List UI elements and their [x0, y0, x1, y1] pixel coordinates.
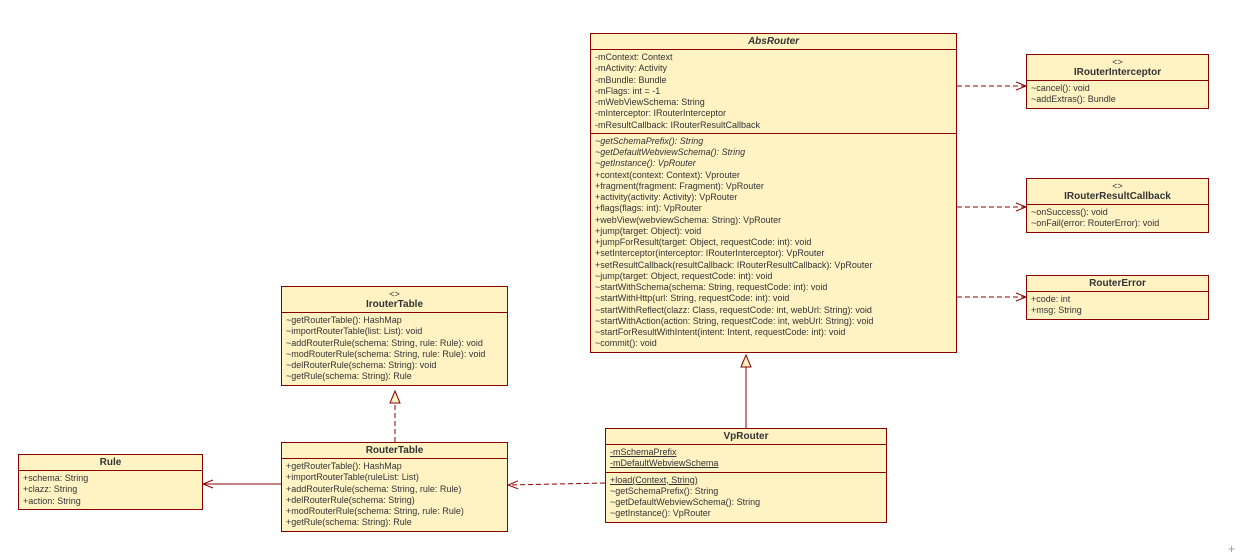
attribute-row: -mContext: Context [595, 52, 952, 63]
operation-row: ~modRouterRule(schema: String, rule: Rul… [286, 349, 503, 360]
attribute-row: +schema: String [23, 473, 198, 484]
class-title: RouterError [1031, 278, 1204, 289]
operation-row: ~commit(): void [595, 338, 952, 349]
class-title: IrouterTable [286, 299, 503, 310]
operation-row: ~addRouterRule(schema: String, rule: Rul… [286, 338, 503, 349]
operation-row: +setResultCallback(resultCallback: IRout… [595, 260, 952, 271]
attribute-row: -mDefaultWebviewSchema [610, 458, 882, 469]
operation-row: ~getSchemaPrefix(): String [610, 486, 882, 497]
operation-row: +fragment(fragment: Fragment): VpRouter [595, 181, 952, 192]
operation-row: ~cancel(): void [1031, 83, 1204, 94]
stereotype-label: <> [1031, 181, 1204, 191]
operation-row: +delRouterRule(schema: String) [286, 495, 503, 506]
operation-row: +getRule(schema: String): Rule [286, 517, 503, 528]
class-title: IRouterResultCallback [1031, 191, 1204, 202]
operation-row: +setInterceptor(interceptor: IRouterInte… [595, 248, 952, 259]
operation-row: ~onFail(error: RouterError): void [1031, 218, 1204, 229]
class-rule[interactable]: Rule +schema: String+clazz: String+action… [18, 454, 203, 510]
operation-row: ~onSuccess(): void [1031, 207, 1204, 218]
operation-row: ~getInstance(): VpRouter [595, 158, 952, 169]
attribute-row: +code: int [1031, 294, 1204, 305]
attribute-row: -mFlags: int = -1 [595, 86, 952, 97]
operation-row: ~getSchemaPrefix(): String [595, 136, 952, 147]
operation-row: +webView(webviewSchema: String): VpRoute… [595, 215, 952, 226]
connector-dep [508, 483, 605, 485]
attribute-row: -mResultCallback: IRouterResultCallback [595, 120, 952, 131]
operation-row: +context(context: Context): Vprouter [595, 170, 952, 181]
attribute-row: -mInterceptor: IRouterInterceptor [595, 108, 952, 119]
operation-row: +jump(target: Object): void [595, 226, 952, 237]
class-title: AbsRouter [595, 36, 952, 47]
class-iRouterResultCallback[interactable]: <>IRouterResultCallback ~onSuccess(): voi… [1026, 178, 1209, 233]
operation-row: ~addExtras(): Bundle [1031, 94, 1204, 105]
attribute-row: +clazz: String [23, 484, 198, 495]
operation-row: +getRouterTable(): HashMap [286, 461, 503, 472]
class-title: RouterTable [286, 445, 503, 456]
operation-row: ~startWithHttp(url: String, requestCode:… [595, 293, 952, 304]
operation-row: ~jump(target: Object, requestCode: int):… [595, 271, 952, 282]
stereotype-label: <> [286, 289, 503, 299]
attribute-row: -mWebViewSchema: String [595, 97, 952, 108]
operation-row: ~startWithSchema(schema: String, request… [595, 282, 952, 293]
class-iRouterTable[interactable]: <>IrouterTable ~getRouterTable(): HashMap… [281, 286, 508, 386]
class-routerError[interactable]: RouterError +code: int+msg: String [1026, 275, 1209, 320]
operation-row: ~getRule(schema: String): Rule [286, 371, 503, 382]
class-vpRouter[interactable]: VpRouter -mSchemaPrefix-mDefaultWebviewSc… [605, 428, 887, 523]
stereotype-label: <> [1031, 57, 1204, 67]
class-routerTable[interactable]: RouterTable +getRouterTable(): HashMap+im… [281, 442, 508, 532]
class-absRouter[interactable]: AbsRouter -mContext: Context-mActivity: A… [590, 33, 957, 353]
class-title: VpRouter [610, 431, 882, 442]
operation-row: +addRouterRule(schema: String, rule: Rul… [286, 484, 503, 495]
operation-row: +flags(flags: int): VpRouter [595, 203, 952, 214]
class-title: IRouterInterceptor [1031, 67, 1204, 78]
operation-row: +load(Context, String) [610, 475, 882, 486]
operation-row: +modRouterRule(schema: String, rule: Rul… [286, 506, 503, 517]
operation-row: ~getRouterTable(): HashMap [286, 315, 503, 326]
operation-row: ~getDefaultWebviewSchema(): String [595, 147, 952, 158]
operation-row: +jumpForResult(target: Object, requestCo… [595, 237, 952, 248]
operation-row: ~importRouterTable(list: List): void [286, 326, 503, 337]
operation-row: ~delRouterRule(schema: String): void [286, 360, 503, 371]
operation-row: ~getDefaultWebviewSchema(): String [610, 497, 882, 508]
operation-row: ~startWithAction(action: String, request… [595, 316, 952, 327]
attribute-row: -mActivity: Activity [595, 63, 952, 74]
attribute-row: +action: String [23, 496, 198, 507]
operation-row: ~getInstance(): VpRouter [610, 508, 882, 519]
operation-row: +importRouterTable(ruleList: List) [286, 472, 503, 483]
operation-row: ~startWithReflect(clazz: Class, requestC… [595, 305, 952, 316]
operation-row: +activity(activity: Activity): VpRouter [595, 192, 952, 203]
class-iRouterInterceptor[interactable]: <>IRouterInterceptor ~cancel(): void~addE… [1026, 54, 1209, 109]
operation-row: ~startForResultWithIntent(intent: Intent… [595, 327, 952, 338]
canvas-plus-icon: + [1228, 542, 1235, 556]
attribute-row: +msg: String [1031, 305, 1204, 316]
attribute-row: -mBundle: Bundle [595, 75, 952, 86]
class-title: Rule [23, 457, 198, 468]
attribute-row: -mSchemaPrefix [610, 447, 882, 458]
